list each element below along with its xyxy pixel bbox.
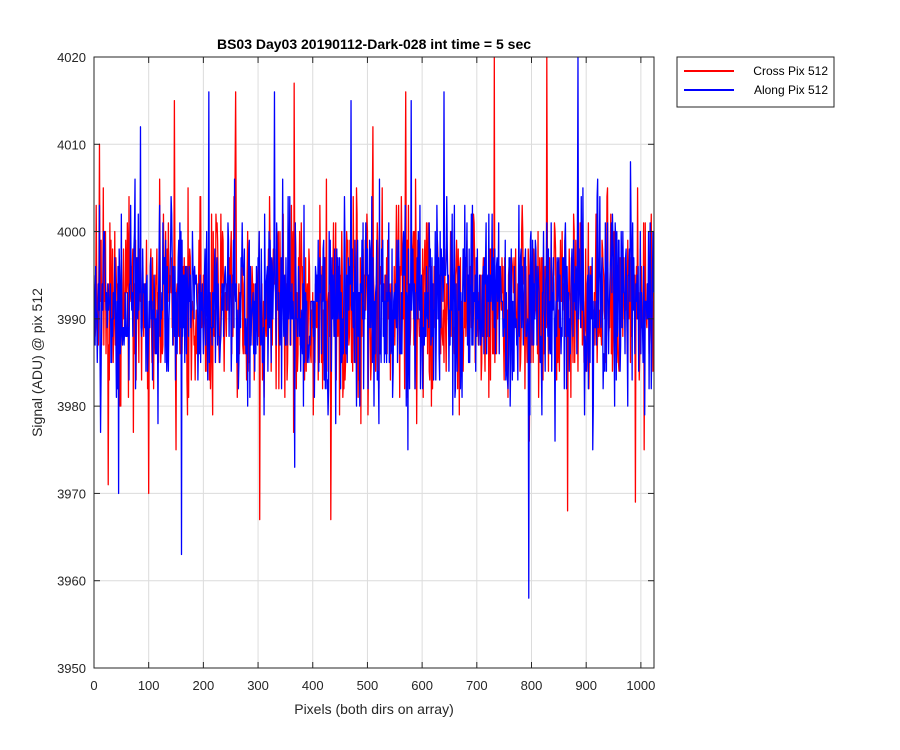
legend: Cross Pix 512 Along Pix 512 (676, 56, 835, 108)
x-tick-label: 200 (193, 678, 215, 693)
axes-box (93, 56, 655, 669)
x-tick-label: 500 (357, 678, 379, 693)
y-tick-label: 4020 (57, 50, 86, 65)
y-axis-title: Signal (ADU) @ pix 512 (29, 288, 45, 437)
y-tick-label: 3990 (57, 312, 86, 327)
x-tick-label: 1000 (626, 678, 655, 693)
y-tick-label: 3980 (57, 399, 86, 414)
y-tick-label: 4010 (57, 137, 86, 152)
legend-box (676, 56, 835, 108)
x-tick-label: 800 (521, 678, 543, 693)
x-tick-label: 400 (302, 678, 324, 693)
y-tick-label: 3950 (57, 661, 86, 676)
x-tick-label: 300 (247, 678, 269, 693)
x-tick-label: 900 (575, 678, 597, 693)
series-line-along-pix-512 (94, 57, 654, 599)
y-tick-label: 4000 (57, 225, 86, 240)
x-tick-label: 600 (411, 678, 433, 693)
x-tick-label: 100 (138, 678, 160, 693)
plot-area: 0 100 200 300 400 500 600 700 800 900 1000 3950 3960… (57, 50, 655, 693)
ticks: 0 100 200 300 400 500 600 700 800 900 1000 3950 3960… (57, 50, 655, 693)
y-tick-label: 3960 (57, 574, 86, 589)
x-tick-label: 0 (90, 678, 97, 693)
series-layer (94, 57, 654, 599)
legend-label: Cross Pix 512 (753, 64, 828, 78)
x-axis-title: Pixels (both dirs on array) (294, 701, 454, 717)
chart-title: BS03 Day03 20190112-Dark-028 int time = … (217, 36, 531, 52)
legend-label: Along Pix 512 (754, 83, 828, 97)
x-tick-label: 700 (466, 678, 488, 693)
y-tick-label: 3970 (57, 486, 86, 501)
